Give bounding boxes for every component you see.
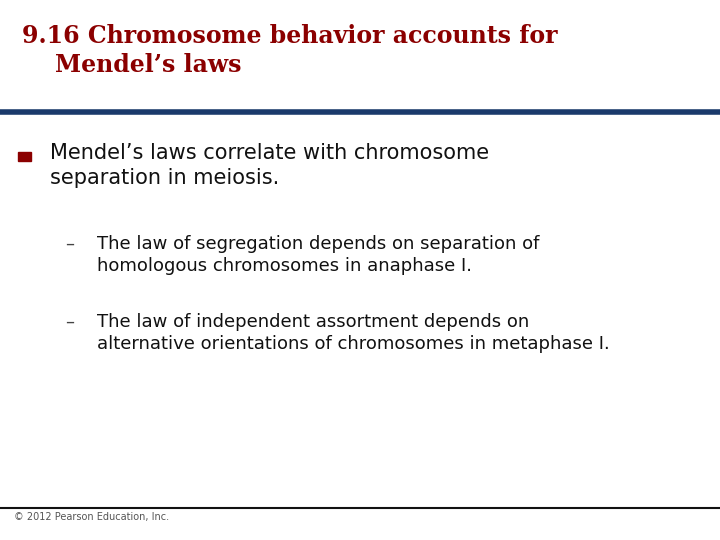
Text: Mendel’s laws correlate with chromosome
separation in meiosis.: Mendel’s laws correlate with chromosome …	[50, 143, 490, 188]
Text: The law of independent assortment depends on
alternative orientations of chromos: The law of independent assortment depend…	[97, 313, 610, 353]
Text: –: –	[65, 235, 73, 253]
Text: © 2012 Pearson Education, Inc.: © 2012 Pearson Education, Inc.	[14, 512, 169, 522]
Text: –: –	[65, 313, 73, 331]
Bar	[18, 152, 31, 161]
Text: The law of segregation depends on separation of
homologous chromosomes in anapha: The law of segregation depends on separa…	[97, 235, 539, 275]
Text: 9.16 Chromosome behavior accounts for
    Mendel’s laws: 9.16 Chromosome behavior accounts for Me…	[22, 24, 557, 77]
